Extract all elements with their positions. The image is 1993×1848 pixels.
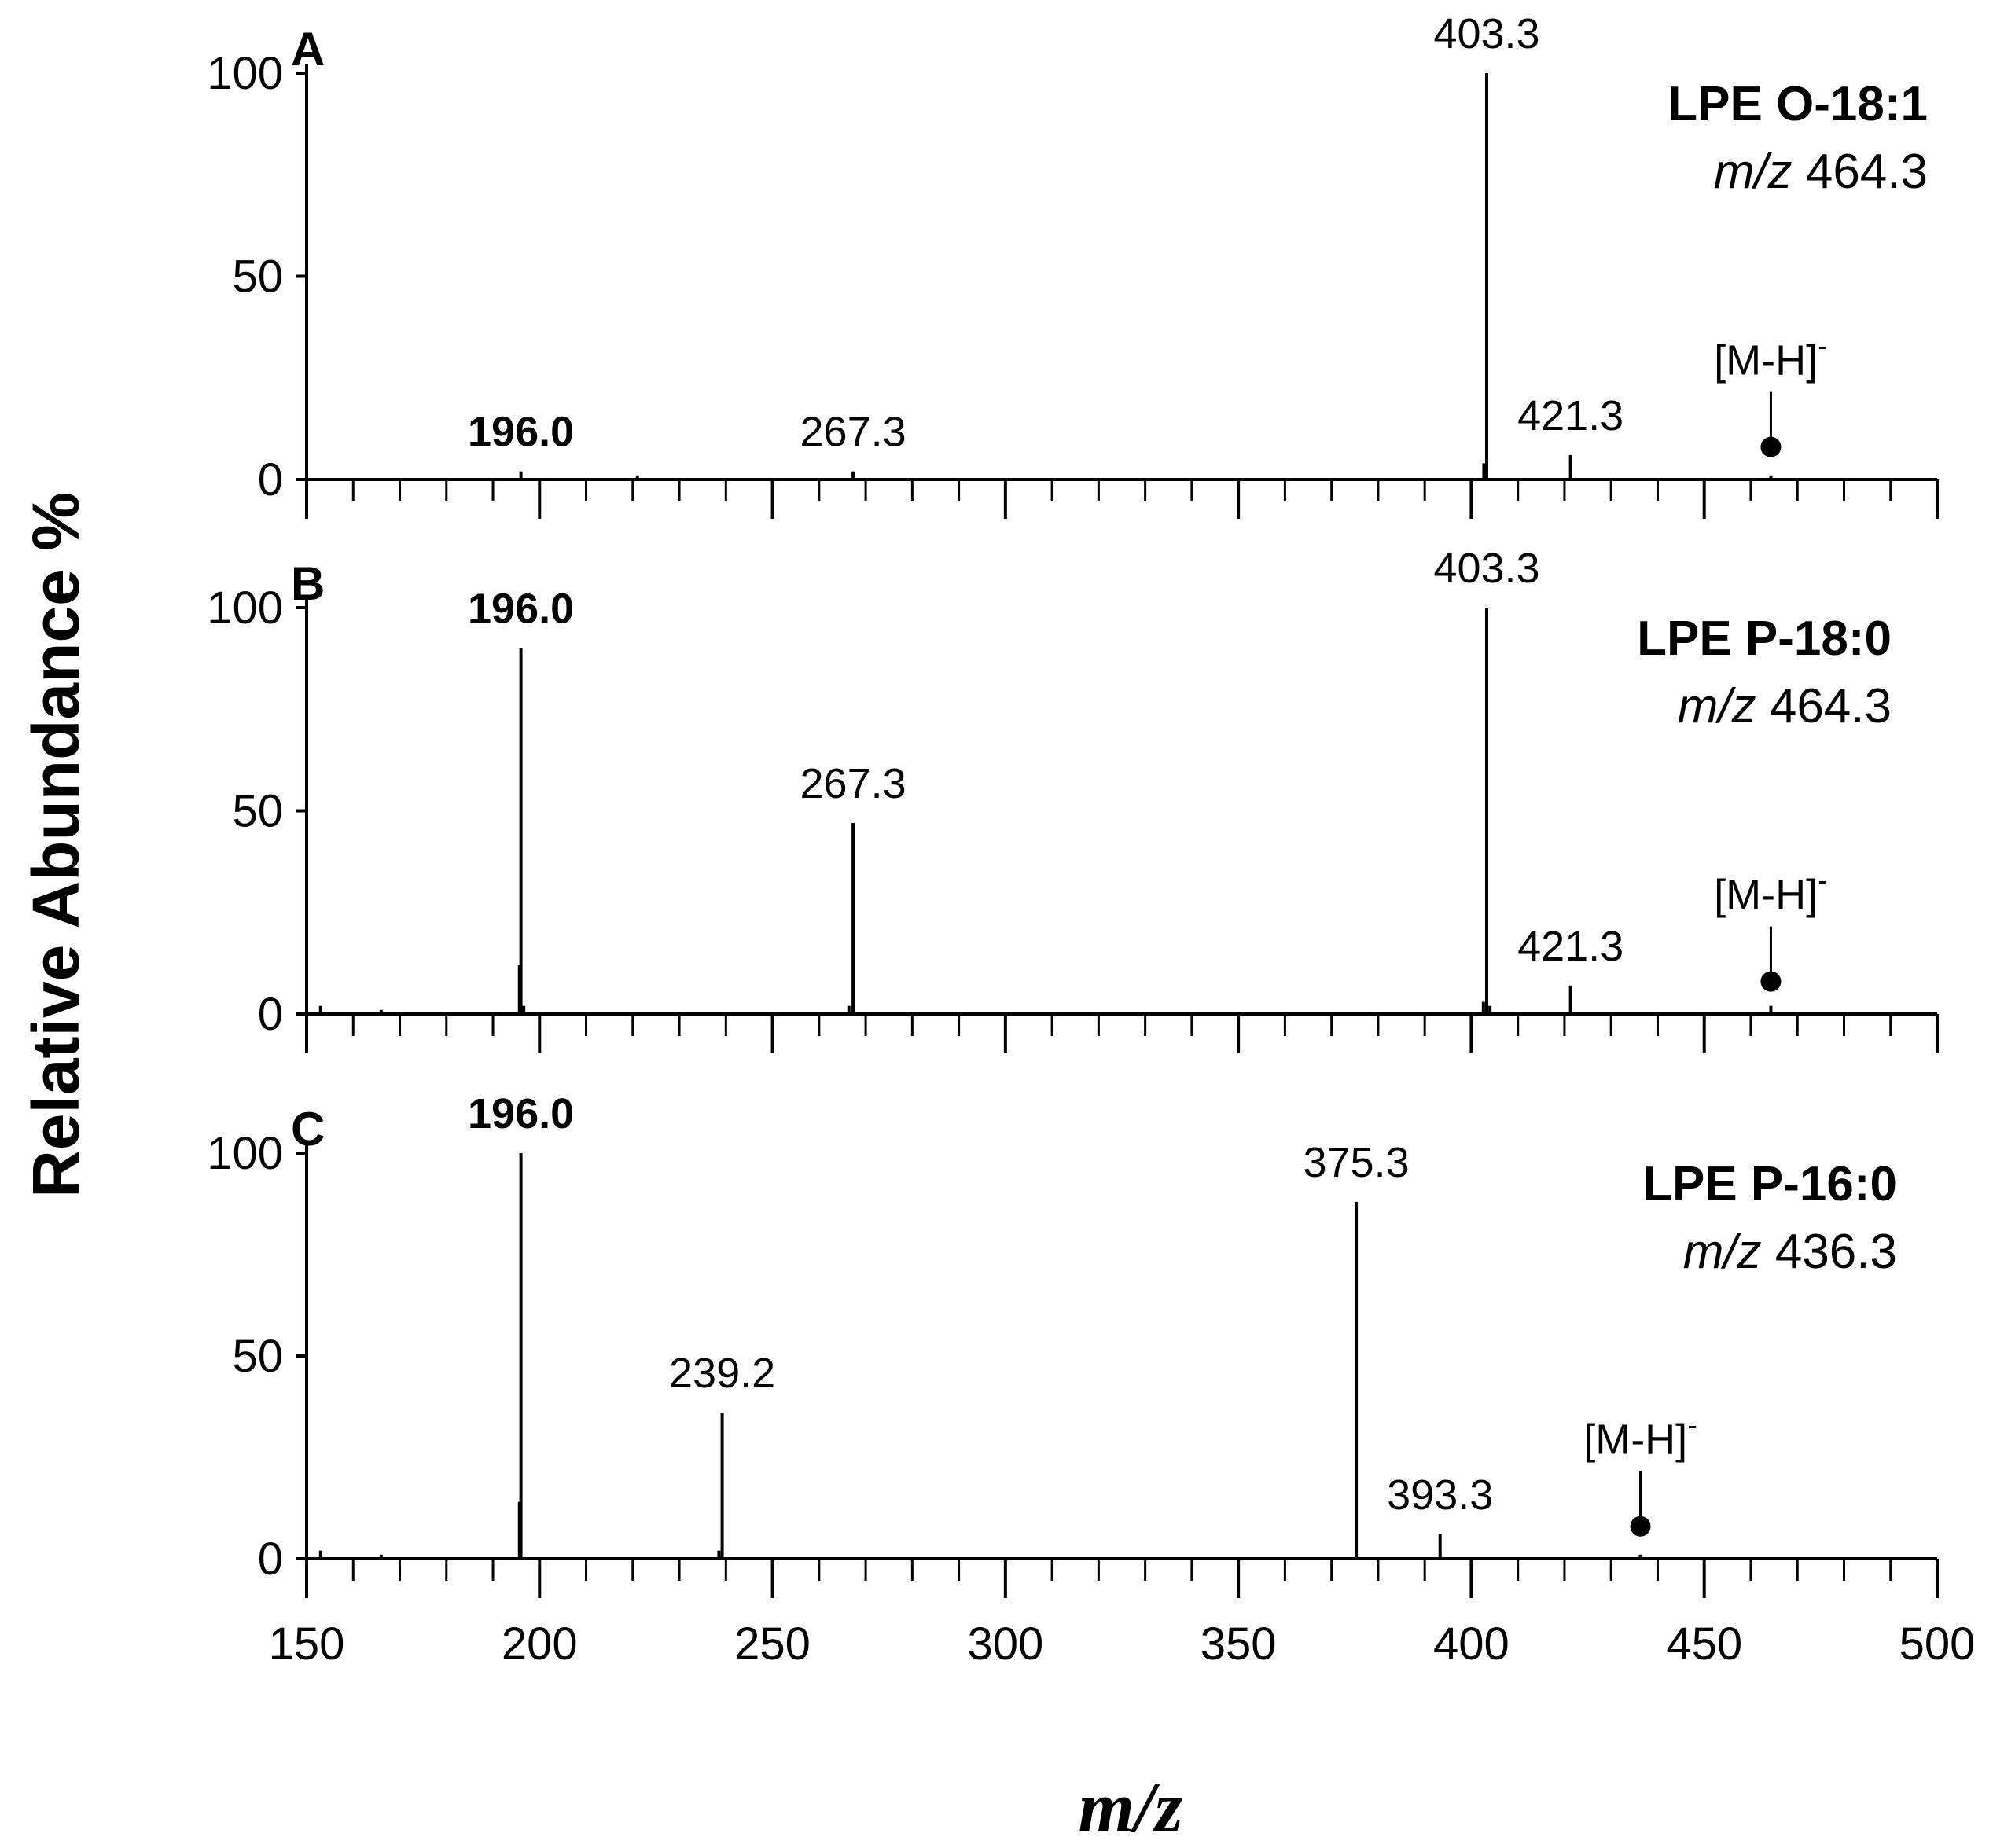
- x-tick-label: 500: [1899, 1618, 1976, 1670]
- peak-label: 421.3: [1517, 923, 1623, 970]
- precursor-marker-label: [M-H]-: [1714, 865, 1828, 919]
- spectrum-panel-c: 0 50 100 150 200 250 300 350 400 450 500 196.0 239.2…: [207, 1090, 1975, 1670]
- y-tick-label: 0: [258, 454, 283, 505]
- spectrum-title: LPE O-18:1: [1668, 77, 1928, 131]
- precursor-marker-label: [M-H]-: [1714, 330, 1828, 384]
- peak-label: 196.0: [468, 1090, 574, 1137]
- peak-label: 403.3: [1433, 10, 1539, 57]
- peak-label: 239.2: [669, 1350, 775, 1397]
- x-tick-label: 250: [734, 1618, 811, 1670]
- precursor-mz: m/z 464.3: [1714, 145, 1928, 199]
- peak-label: 267.3: [800, 409, 906, 456]
- peak-label: 267.3: [800, 760, 906, 807]
- spectrum-title: LPE P-16:0: [1642, 1157, 1897, 1211]
- precursor-marker-label: [M-H]-: [1583, 1409, 1697, 1464]
- peak-label: 393.3: [1387, 1471, 1493, 1519]
- panel-letter: C: [291, 1103, 325, 1155]
- peak-label: 403.3: [1433, 545, 1539, 592]
- spectrum-panel-b: 0 50 100 196.0 267.3 403.3 421.3 [M-H]- B LPE P-1…: [207, 545, 1939, 1053]
- panel-letter: B: [291, 557, 325, 610]
- peak-label: 196.0: [468, 586, 574, 633]
- x-axis-label: m/z: [1079, 1767, 1183, 1847]
- y-tick-label: 0: [258, 989, 283, 1040]
- x-tick-label: 350: [1201, 1618, 1277, 1670]
- precursor-mz: m/z 464.3: [1678, 679, 1892, 733]
- panel-letter: A: [291, 23, 325, 75]
- y-axis-label: Relative Abundance %: [19, 492, 93, 1198]
- y-tick-label: 100: [207, 48, 283, 99]
- x-tick-label: 200: [502, 1618, 578, 1670]
- peak-label: 196.0: [468, 409, 574, 456]
- y-tick-label: 50: [232, 1331, 283, 1382]
- y-tick-label: 50: [232, 252, 283, 303]
- spectrum-title: LPE P-18:0: [1637, 612, 1892, 666]
- peak-label: 375.3: [1303, 1139, 1409, 1186]
- y-tick-label: 100: [207, 1128, 283, 1179]
- peak-label: 421.3: [1517, 392, 1623, 439]
- x-tick-label: 300: [967, 1618, 1043, 1670]
- y-tick-label: 50: [232, 786, 283, 837]
- y-tick-label: 0: [258, 1534, 283, 1585]
- precursor-mz: m/z 436.3: [1683, 1225, 1897, 1279]
- y-tick-label: 100: [207, 582, 283, 634]
- spectrum-panel-a: 0 50 100 196.0 267.3 403.3 421.3 [M-H]- A LPE O-1…: [207, 10, 1939, 519]
- x-tick-label: 450: [1666, 1618, 1742, 1670]
- x-tick-label: 400: [1433, 1618, 1509, 1670]
- x-tick-label: 150: [269, 1618, 345, 1670]
